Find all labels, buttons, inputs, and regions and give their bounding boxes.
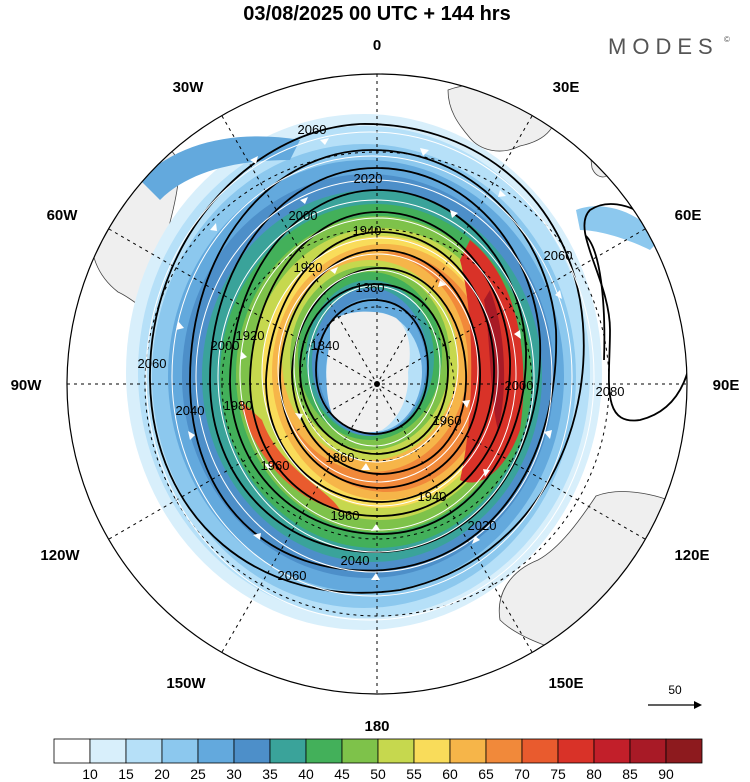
- figure-title: 03/08/2025 00 UTC + 144 hrs: [243, 3, 510, 25]
- colorbar-swatch: [89, 738, 127, 764]
- contour-label: 2060: [544, 248, 573, 263]
- contour-2020: [209, 167, 541, 553]
- lon-label-60e: 60E: [675, 207, 702, 224]
- contour-label: 1960: [433, 413, 462, 428]
- colorbar-swatch: [629, 738, 667, 764]
- reference-vector-value: 50: [668, 683, 682, 697]
- colorbar-tick-label: 75: [550, 766, 566, 782]
- colorbar-tick-label: 60: [442, 766, 458, 782]
- lon-label-60w: 60W: [47, 207, 79, 224]
- contour-label: 2000: [289, 208, 318, 223]
- contour-label: 2020: [468, 518, 497, 533]
- contour-label: 2040: [341, 553, 370, 568]
- colorbar-swatch: [665, 738, 703, 764]
- south-pole-marker: [374, 381, 380, 387]
- colorbar-tick-label: 65: [478, 766, 494, 782]
- colorbar-swatch: [161, 738, 199, 764]
- lon-label-30e: 30E: [553, 79, 580, 96]
- colorbar-tick-label: 90: [658, 766, 674, 782]
- contour-label: 2080: [596, 384, 625, 399]
- contour-label: 2040: [176, 403, 205, 418]
- colorbar-tick-label: 25: [190, 766, 206, 782]
- contour-1940: [279, 249, 481, 489]
- colorbar-swatch: [53, 738, 91, 764]
- colorbar-tick-label: 80: [586, 766, 602, 782]
- colorbar-swatch: [413, 738, 451, 764]
- contour-label: 2060: [278, 568, 307, 583]
- map-border: [66, 73, 688, 695]
- colorbar: 10 15 20 25 30 35 40 45 50 55 60 65 70 75 80 85 90: [53, 738, 703, 782]
- colorbar-swatch: [377, 738, 415, 764]
- lon-label-90e: 90E: [713, 377, 740, 394]
- lon-label-180: 180: [364, 718, 389, 735]
- lon-label-90w: 90W: [11, 377, 43, 394]
- wind-streamlines: [145, 131, 595, 621]
- wind-arrowheads: [176, 138, 562, 580]
- reference-vector-arrowhead: [694, 701, 702, 709]
- contour-label: 1960: [331, 508, 360, 523]
- brand-mark: ©: [724, 35, 730, 44]
- contour-2060-east: [585, 235, 606, 361]
- colorbar-tick-label: 30: [226, 766, 242, 782]
- colorbar-swatch: [197, 738, 235, 764]
- contour-2040: [189, 149, 558, 572]
- contour-label: 1840: [311, 338, 340, 353]
- height-contours: [149, 123, 687, 594]
- contour-label: 2060: [298, 122, 327, 137]
- colorbar-swatch: [557, 738, 595, 764]
- colorbar-tick-label: 70: [514, 766, 530, 782]
- colorbar-swatch: [449, 738, 487, 764]
- contour-labels: 2060 2020 2000 1940 1920 1360 1840 2060 …: [138, 122, 625, 583]
- contour-label: 1940: [353, 223, 382, 238]
- lon-label-120w: 120W: [40, 547, 80, 564]
- contour-label: 1960: [261, 458, 290, 473]
- reference-vector: 50: [648, 683, 702, 709]
- longitude-labels: 0 30E 60E 90E 120E 150E 180 150W 120W 90…: [11, 37, 740, 735]
- colorbar-swatch: [341, 738, 379, 764]
- contour-label: 1860: [326, 450, 355, 465]
- colorbar-tick-label: 50: [370, 766, 386, 782]
- colorbar-tick-label: 20: [154, 766, 170, 782]
- colorbar-tick-label: 10: [82, 766, 98, 782]
- colorbar-tick-label: 85: [622, 766, 638, 782]
- lon-label-0: 0: [373, 37, 381, 54]
- brand-logo: MODES: [608, 34, 719, 59]
- contour-label: 1920: [236, 328, 265, 343]
- colorbar-swatch: [233, 738, 271, 764]
- contour-label: 2000: [505, 378, 534, 393]
- colorbar-swatch: [305, 738, 343, 764]
- contour-1960: [265, 231, 495, 503]
- lon-label-30w: 30W: [173, 79, 205, 96]
- lon-label-120e: 120E: [674, 547, 709, 564]
- colorbar-tick-label: 55: [406, 766, 422, 782]
- colorbar-swatch: [125, 738, 163, 764]
- contour-label: 1360: [356, 280, 385, 295]
- contour-1860: [299, 283, 449, 455]
- contour-label: 1920: [294, 260, 323, 275]
- contour-label: 2020: [354, 171, 383, 186]
- colorbar-swatch: [485, 738, 523, 764]
- contour-1840: [315, 299, 429, 435]
- colorbar-tick-label: 40: [298, 766, 314, 782]
- lon-label-150w: 150W: [166, 675, 206, 692]
- contour-label: 1940: [418, 489, 447, 504]
- contour-label: 2060: [138, 356, 167, 371]
- colorbar-tick-label: 45: [334, 766, 350, 782]
- colorbar-tick-label: 15: [118, 766, 134, 782]
- contour-2000: [229, 189, 527, 535]
- lon-label-150e: 150E: [548, 675, 583, 692]
- contour-label: 1980: [224, 398, 253, 413]
- colorbar-tick-label: 35: [262, 766, 278, 782]
- colorbar-swatch: [521, 738, 559, 764]
- contour-label: 2000: [211, 338, 240, 353]
- colorbar-swatch: [593, 738, 631, 764]
- colorbar-swatch: [269, 738, 307, 764]
